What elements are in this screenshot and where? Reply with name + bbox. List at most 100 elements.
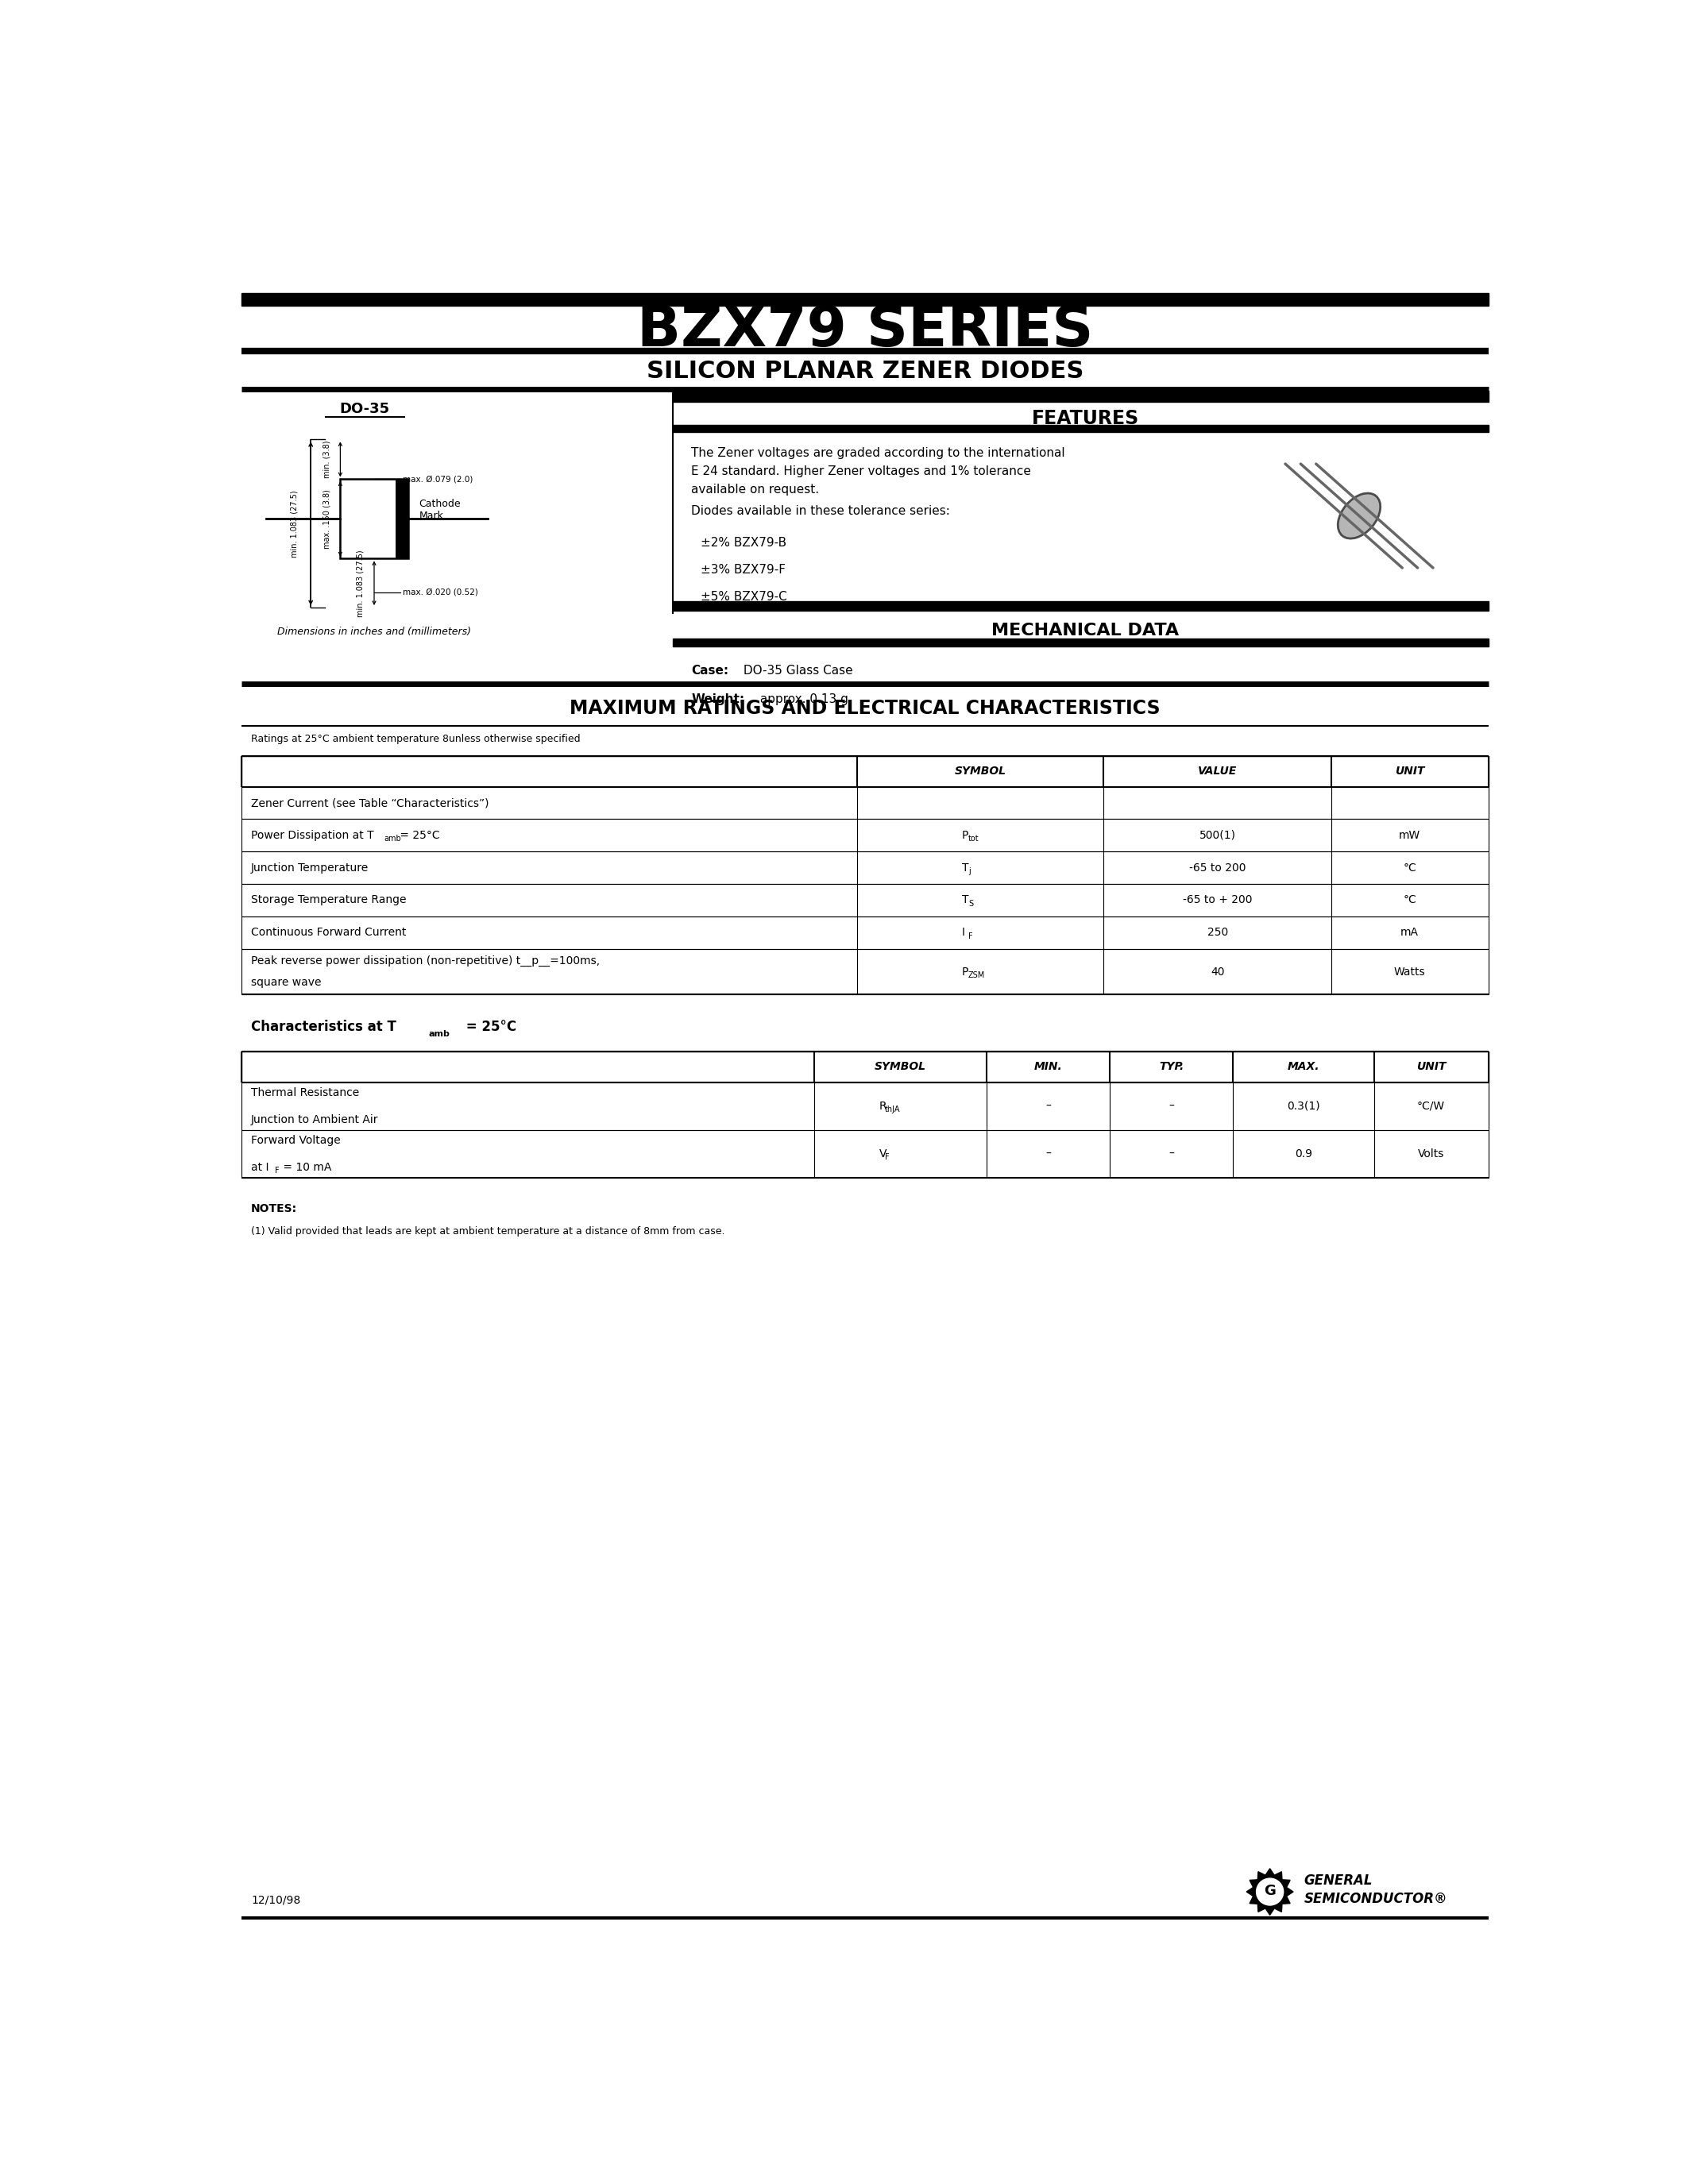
- Text: V: V: [879, 1149, 886, 1160]
- Text: ±2% BZX79-B: ±2% BZX79-B: [701, 537, 787, 548]
- Text: approx. 0.13 g: approx. 0.13 g: [756, 692, 847, 705]
- Bar: [241, 1051, 1489, 1081]
- Text: NOTES:: NOTES:: [252, 1203, 297, 1214]
- Text: P: P: [962, 830, 969, 841]
- Text: DO-35: DO-35: [339, 402, 390, 415]
- Text: ±3% BZX79-F: ±3% BZX79-F: [701, 563, 785, 577]
- Text: Continuous Forward Current: Continuous Forward Current: [252, 926, 407, 939]
- Text: 250: 250: [1207, 926, 1227, 939]
- Text: MECHANICAL DATA: MECHANICAL DATA: [991, 622, 1178, 638]
- Bar: [674, 391, 1489, 402]
- Text: Dimensions in inches and (millimeters): Dimensions in inches and (millimeters): [277, 627, 471, 638]
- Circle shape: [1256, 1878, 1283, 1904]
- Text: = 25°C: = 25°C: [461, 1020, 517, 1035]
- Text: j: j: [969, 867, 971, 876]
- Text: Weight:: Weight:: [690, 692, 744, 705]
- Text: -65 to 200: -65 to 200: [1188, 863, 1246, 874]
- Text: T: T: [962, 863, 969, 874]
- Text: min. (3.8): min. (3.8): [322, 441, 331, 478]
- Text: amb: amb: [383, 834, 402, 843]
- Text: Storage Temperature Range: Storage Temperature Range: [252, 895, 407, 906]
- Text: GENERAL: GENERAL: [1303, 1874, 1372, 1887]
- Text: min. 1.083 (27.5): min. 1.083 (27.5): [290, 489, 299, 557]
- Text: Thermal Resistance: Thermal Resistance: [252, 1088, 360, 1099]
- Text: Power Dissipation at T: Power Dissipation at T: [252, 830, 373, 841]
- Text: –: –: [1168, 1101, 1175, 1112]
- Text: The Zener voltages are graded according to the international
E 24 standard. High: The Zener voltages are graded according …: [690, 448, 1065, 496]
- Text: = 10 mA: = 10 mA: [279, 1162, 331, 1173]
- Text: –: –: [1045, 1101, 1052, 1112]
- Text: DO-35 Glass Case: DO-35 Glass Case: [739, 664, 852, 677]
- Text: MIN.: MIN.: [1035, 1061, 1062, 1072]
- Text: Characteristics at T: Characteristics at T: [252, 1020, 397, 1035]
- Text: Peak reverse power dissipation (non-repetitive) t__p__=100ms,: Peak reverse power dissipation (non-repe…: [252, 954, 599, 965]
- Bar: [241, 885, 1489, 917]
- Bar: [241, 852, 1489, 885]
- Text: –: –: [1045, 1149, 1052, 1160]
- Text: UNIT: UNIT: [1416, 1061, 1447, 1072]
- Text: °C: °C: [1403, 863, 1416, 874]
- Text: F: F: [275, 1166, 280, 1175]
- Text: I: I: [962, 926, 966, 939]
- Text: Forward Voltage: Forward Voltage: [252, 1136, 341, 1147]
- Text: 0.3(1): 0.3(1): [1288, 1101, 1320, 1112]
- Text: at I: at I: [252, 1162, 268, 1173]
- Bar: [241, 819, 1489, 852]
- Bar: [241, 786, 1489, 819]
- Text: P: P: [962, 965, 969, 976]
- Text: UNIT: UNIT: [1394, 767, 1425, 778]
- Bar: [241, 1129, 1489, 1177]
- Text: MAXIMUM RATINGS AND ELECTRICAL CHARACTERISTICS: MAXIMUM RATINGS AND ELECTRICAL CHARACTER…: [571, 699, 1160, 719]
- Bar: [341, 478, 408, 559]
- Text: amb: amb: [429, 1031, 449, 1037]
- Bar: [674, 638, 1489, 646]
- Text: tot: tot: [969, 834, 979, 843]
- Ellipse shape: [1339, 494, 1381, 539]
- Text: Cathode
Mark: Cathode Mark: [419, 498, 461, 520]
- Text: –: –: [1168, 1149, 1175, 1160]
- Text: TYP.: TYP.: [1160, 1061, 1183, 1072]
- Text: Volts: Volts: [1418, 1149, 1445, 1160]
- Text: Ratings at 25°C ambient temperature 8unless otherwise specified: Ratings at 25°C ambient temperature 8unl…: [252, 734, 581, 745]
- Text: mA: mA: [1401, 926, 1418, 939]
- Text: thJA: thJA: [885, 1105, 901, 1114]
- Text: mW: mW: [1399, 830, 1420, 841]
- Text: Zener Current (see Table “Characteristics”): Zener Current (see Table “Characteristic…: [252, 797, 490, 808]
- Text: ZSM: ZSM: [969, 972, 986, 978]
- Text: SILICON PLANAR ZENER DIODES: SILICON PLANAR ZENER DIODES: [647, 360, 1084, 382]
- Bar: [241, 293, 1489, 306]
- Polygon shape: [1246, 1870, 1293, 1915]
- Text: max. Ø.079 (2.0): max. Ø.079 (2.0): [403, 476, 473, 483]
- Text: R: R: [879, 1101, 886, 1112]
- Text: Junction to Ambient Air: Junction to Ambient Air: [252, 1114, 378, 1125]
- Text: F: F: [885, 1153, 890, 1162]
- Bar: [395, 478, 408, 559]
- Text: 40: 40: [1210, 965, 1224, 976]
- Text: S: S: [969, 900, 972, 909]
- Bar: [241, 756, 1489, 786]
- Text: FEATURES: FEATURES: [1031, 408, 1139, 428]
- Text: ±5% BZX79-C: ±5% BZX79-C: [701, 592, 787, 603]
- Text: BZX79 SERIES: BZX79 SERIES: [636, 304, 1094, 358]
- Bar: [241, 948, 1489, 994]
- Bar: [674, 601, 1489, 612]
- Text: 0.9: 0.9: [1295, 1149, 1313, 1160]
- Text: MAX.: MAX.: [1288, 1061, 1320, 1072]
- Text: VALUE: VALUE: [1198, 767, 1237, 778]
- Text: 12/10/98: 12/10/98: [252, 1896, 300, 1907]
- Text: max. Ø.020 (0.52): max. Ø.020 (0.52): [403, 587, 478, 596]
- Text: SYMBOL: SYMBOL: [874, 1061, 927, 1072]
- Text: Junction Temperature: Junction Temperature: [252, 863, 368, 874]
- Bar: [674, 424, 1489, 432]
- Text: max. .150 (3.8): max. .150 (3.8): [322, 489, 331, 548]
- Text: -65 to + 200: -65 to + 200: [1183, 895, 1252, 906]
- Text: square wave: square wave: [252, 976, 321, 989]
- Text: Diodes available in these tolerance series:: Diodes available in these tolerance seri…: [690, 505, 950, 518]
- Bar: [241, 917, 1489, 948]
- Text: = 25°C: = 25°C: [397, 830, 439, 841]
- Text: (1) Valid provided that leads are kept at ambient temperature at a distance of 8: (1) Valid provided that leads are kept a…: [252, 1227, 724, 1236]
- Text: G: G: [1264, 1883, 1276, 1898]
- Bar: [241, 1081, 1489, 1129]
- Text: °C/W: °C/W: [1418, 1101, 1445, 1112]
- Text: 500(1): 500(1): [1198, 830, 1236, 841]
